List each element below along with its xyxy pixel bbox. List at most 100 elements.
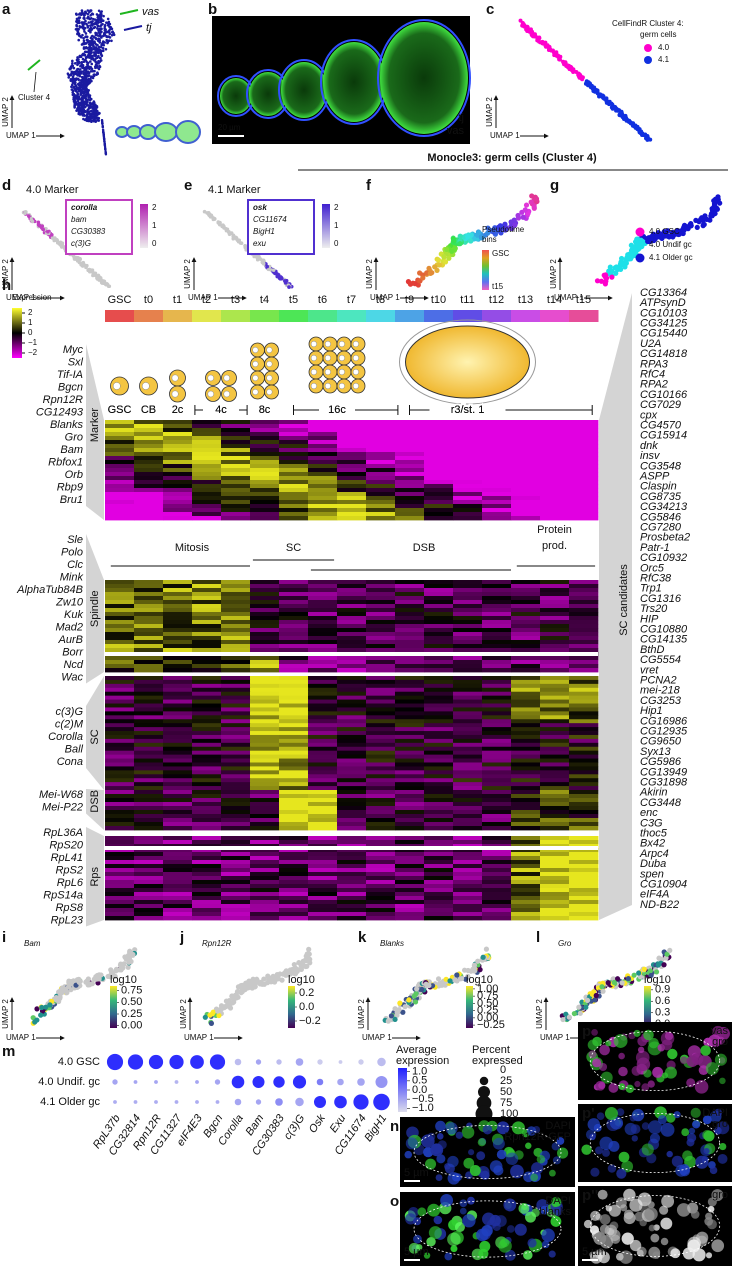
section-header: SC [286, 542, 301, 554]
heatmap-cell [424, 704, 453, 708]
colorbar-label: 0 [334, 239, 339, 248]
nucleus [503, 1199, 516, 1212]
heatmap-cell [366, 496, 395, 500]
heatmap-cell [424, 904, 453, 908]
heatmap-cell [395, 888, 424, 892]
timepoint-label: t7 [347, 294, 356, 306]
nucleus [531, 1162, 543, 1174]
heatmap-cell [250, 908, 279, 912]
heatmap-cell [511, 770, 540, 774]
colorbar-label: 0.3 [655, 1007, 670, 1019]
cell-point [594, 89, 598, 93]
timepoint-color [366, 310, 396, 322]
cell-point [79, 113, 82, 116]
heatmap-cell [569, 896, 598, 900]
heatmap-cell [453, 648, 482, 652]
heatmap-cell [337, 448, 366, 452]
gene-name: bam [71, 215, 87, 224]
heatmap-cell [308, 856, 337, 860]
heatmap-cell [511, 711, 540, 715]
heatmap-cell [279, 727, 308, 731]
heatmap-cell [105, 790, 134, 794]
heatmap-cell [569, 798, 598, 802]
heatmap-cell [453, 664, 482, 668]
cell-point [529, 193, 534, 198]
heatmap-cell [279, 668, 308, 672]
dot [232, 1076, 245, 1089]
heatmap-cell [163, 424, 192, 428]
heatmap-cell [424, 632, 453, 636]
heatmap-cell [134, 492, 163, 496]
cell-point [68, 68, 71, 71]
cell-point [275, 275, 279, 279]
legend-swatch [636, 241, 645, 250]
heatmap-cell [134, 424, 163, 428]
heatmap-cell [279, 484, 308, 488]
heatmap-cell [308, 604, 337, 608]
heatmap-cell [395, 676, 424, 680]
timepoint-label: t4 [260, 294, 269, 306]
heatmap-cell [192, 676, 221, 680]
cell-point [37, 221, 41, 225]
heatmap-cell [540, 904, 569, 908]
heatmap-cell [395, 436, 424, 440]
heatmap-cell [192, 448, 221, 452]
heatmap-cell [337, 636, 366, 640]
heatmap-cell [279, 420, 308, 424]
heatmap-cell [511, 668, 540, 672]
heatmap-cell [337, 440, 366, 444]
heatmap-cell [105, 512, 134, 516]
heatmap-cell [163, 864, 192, 868]
heatmap-cell [279, 782, 308, 786]
heatmap-cell [105, 460, 134, 464]
heatmap-cell [511, 704, 540, 708]
heatmap-cell [134, 504, 163, 508]
heatmap-cell [540, 751, 569, 755]
heatmap-cell [424, 452, 453, 456]
heatmap-cell [337, 480, 366, 484]
heatmap-cell [395, 484, 424, 488]
channel-label: Rpn12R-GFP [504, 1131, 571, 1143]
heatmap-cell [395, 504, 424, 508]
heatmap-cell [540, 806, 569, 810]
nucleus [634, 1081, 640, 1087]
heatmap-cell [279, 644, 308, 648]
heatmap-cell [105, 688, 134, 692]
cell-point [89, 55, 92, 58]
heatmap-cell [337, 711, 366, 715]
heatmap-cell [366, 516, 395, 520]
cell-point [103, 134, 105, 136]
nucleus [427, 1133, 435, 1141]
heatmap-cell [482, 660, 511, 664]
heatmap-cell [453, 484, 482, 488]
heatmap-cell [482, 872, 511, 876]
nucleus [495, 1215, 507, 1227]
heatmap-cell [163, 798, 192, 802]
heatmap-cell [540, 648, 569, 652]
heatmap-cell [424, 616, 453, 620]
timepoint-label: t0 [144, 294, 153, 306]
heatmap-cell [337, 814, 366, 818]
heatmap-cell [221, 826, 250, 830]
heatmap-cell [395, 896, 424, 900]
heatmap-cell [134, 456, 163, 460]
heatmap-cell [192, 436, 221, 440]
heatmap-cell [221, 584, 250, 588]
heatmap-cell [134, 420, 163, 424]
heatmap-cell [540, 596, 569, 600]
heatmap-cell [192, 739, 221, 743]
cell-point [108, 25, 111, 28]
colorbar-label: 1 [334, 221, 339, 230]
heatmap-cell [134, 432, 163, 436]
heatmap-cell [279, 743, 308, 747]
heatmap-cell [424, 692, 453, 696]
section-title: Monocle3: germ cells (Cluster 4) [427, 152, 597, 164]
heatmap-cell [337, 452, 366, 456]
heatmap-cell [192, 912, 221, 916]
colorbar-label: t15 [492, 282, 504, 291]
heatmap-cell [540, 680, 569, 684]
egg-chamber [127, 126, 141, 138]
heatmap-cell [395, 826, 424, 830]
heatmap-cell [424, 880, 453, 884]
heatmap-cell [395, 892, 424, 896]
